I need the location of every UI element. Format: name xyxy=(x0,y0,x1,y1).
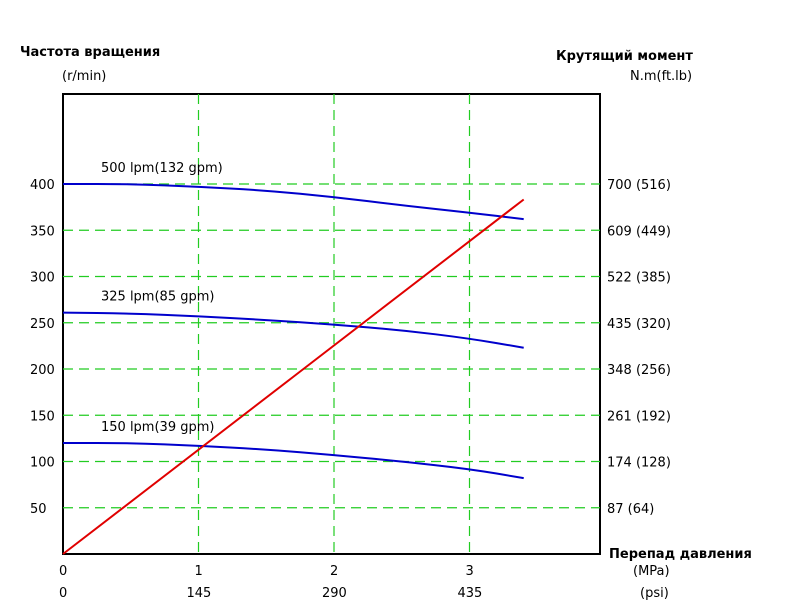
tick-labels: 50 87 (64)100 174 (128)150 261 (192)200 348 … xyxy=(30,178,671,601)
left-tick-label: 400 xyxy=(30,178,55,193)
x-tick-label-mpa: 0 xyxy=(59,564,67,579)
left-tick-label: 200 xyxy=(30,363,55,378)
x-tick-label-mpa: 2 xyxy=(330,564,338,579)
x-tick-label-psi: 435 xyxy=(458,586,483,601)
left-tick-label: 150 xyxy=(30,409,55,424)
left-tick-label: 250 xyxy=(30,317,55,332)
series-label: 150 lpm(39 gpm) xyxy=(101,420,214,435)
x-axis-unit-primary: (MPa) xyxy=(633,564,670,579)
series-labels: 500 lpm(132 gpm) 325 lpm(85 gpm) 150 lpm(3… xyxy=(101,161,223,435)
plot-frame xyxy=(62,93,601,555)
right-tick-label: 700 (516) xyxy=(607,178,671,193)
x-tick-label-psi: 290 xyxy=(322,586,347,601)
speed-curve xyxy=(63,442,524,480)
right-tick-label: 522 (385) xyxy=(607,271,671,286)
x-tick-label-psi: 145 xyxy=(187,586,212,601)
x-tick-label-mpa: 1 xyxy=(195,564,203,579)
right-tick-label: 435 (320) xyxy=(607,317,671,332)
x-axis-unit-secondary: (psi) xyxy=(640,586,669,601)
left-tick-label: 350 xyxy=(30,224,55,239)
x-tick-label-psi: 0 xyxy=(59,586,67,601)
right-tick-label: 348 (256) xyxy=(607,363,671,378)
speed-curve xyxy=(62,311,524,349)
right-tick-label: 609 (449) xyxy=(607,224,671,239)
right-tick-label: 87 (64) xyxy=(607,502,654,517)
left-tick-label: 50 xyxy=(30,502,47,517)
series-label: 325 lpm(85 gpm) xyxy=(101,290,214,305)
torque-line xyxy=(62,198,525,555)
left-axis-title: Частота вращения xyxy=(20,45,160,60)
right-axis-unit: N.m(ft.lb) xyxy=(630,69,692,84)
right-tick-label: 261 (192) xyxy=(607,409,671,424)
series-lines xyxy=(62,183,525,555)
left-axis-unit: (r/min) xyxy=(62,69,106,84)
right-tick-label: 174 (128) xyxy=(607,456,671,471)
left-tick-label: 100 xyxy=(30,456,55,471)
speed-curve xyxy=(63,183,524,221)
x-tick-label-mpa: 3 xyxy=(466,564,474,579)
right-axis-title: Крутящий момент xyxy=(556,49,693,64)
left-tick-label: 300 xyxy=(30,271,55,286)
series-label: 500 lpm(132 gpm) xyxy=(101,161,223,176)
x-axis-title: Перепад давления xyxy=(609,547,752,562)
